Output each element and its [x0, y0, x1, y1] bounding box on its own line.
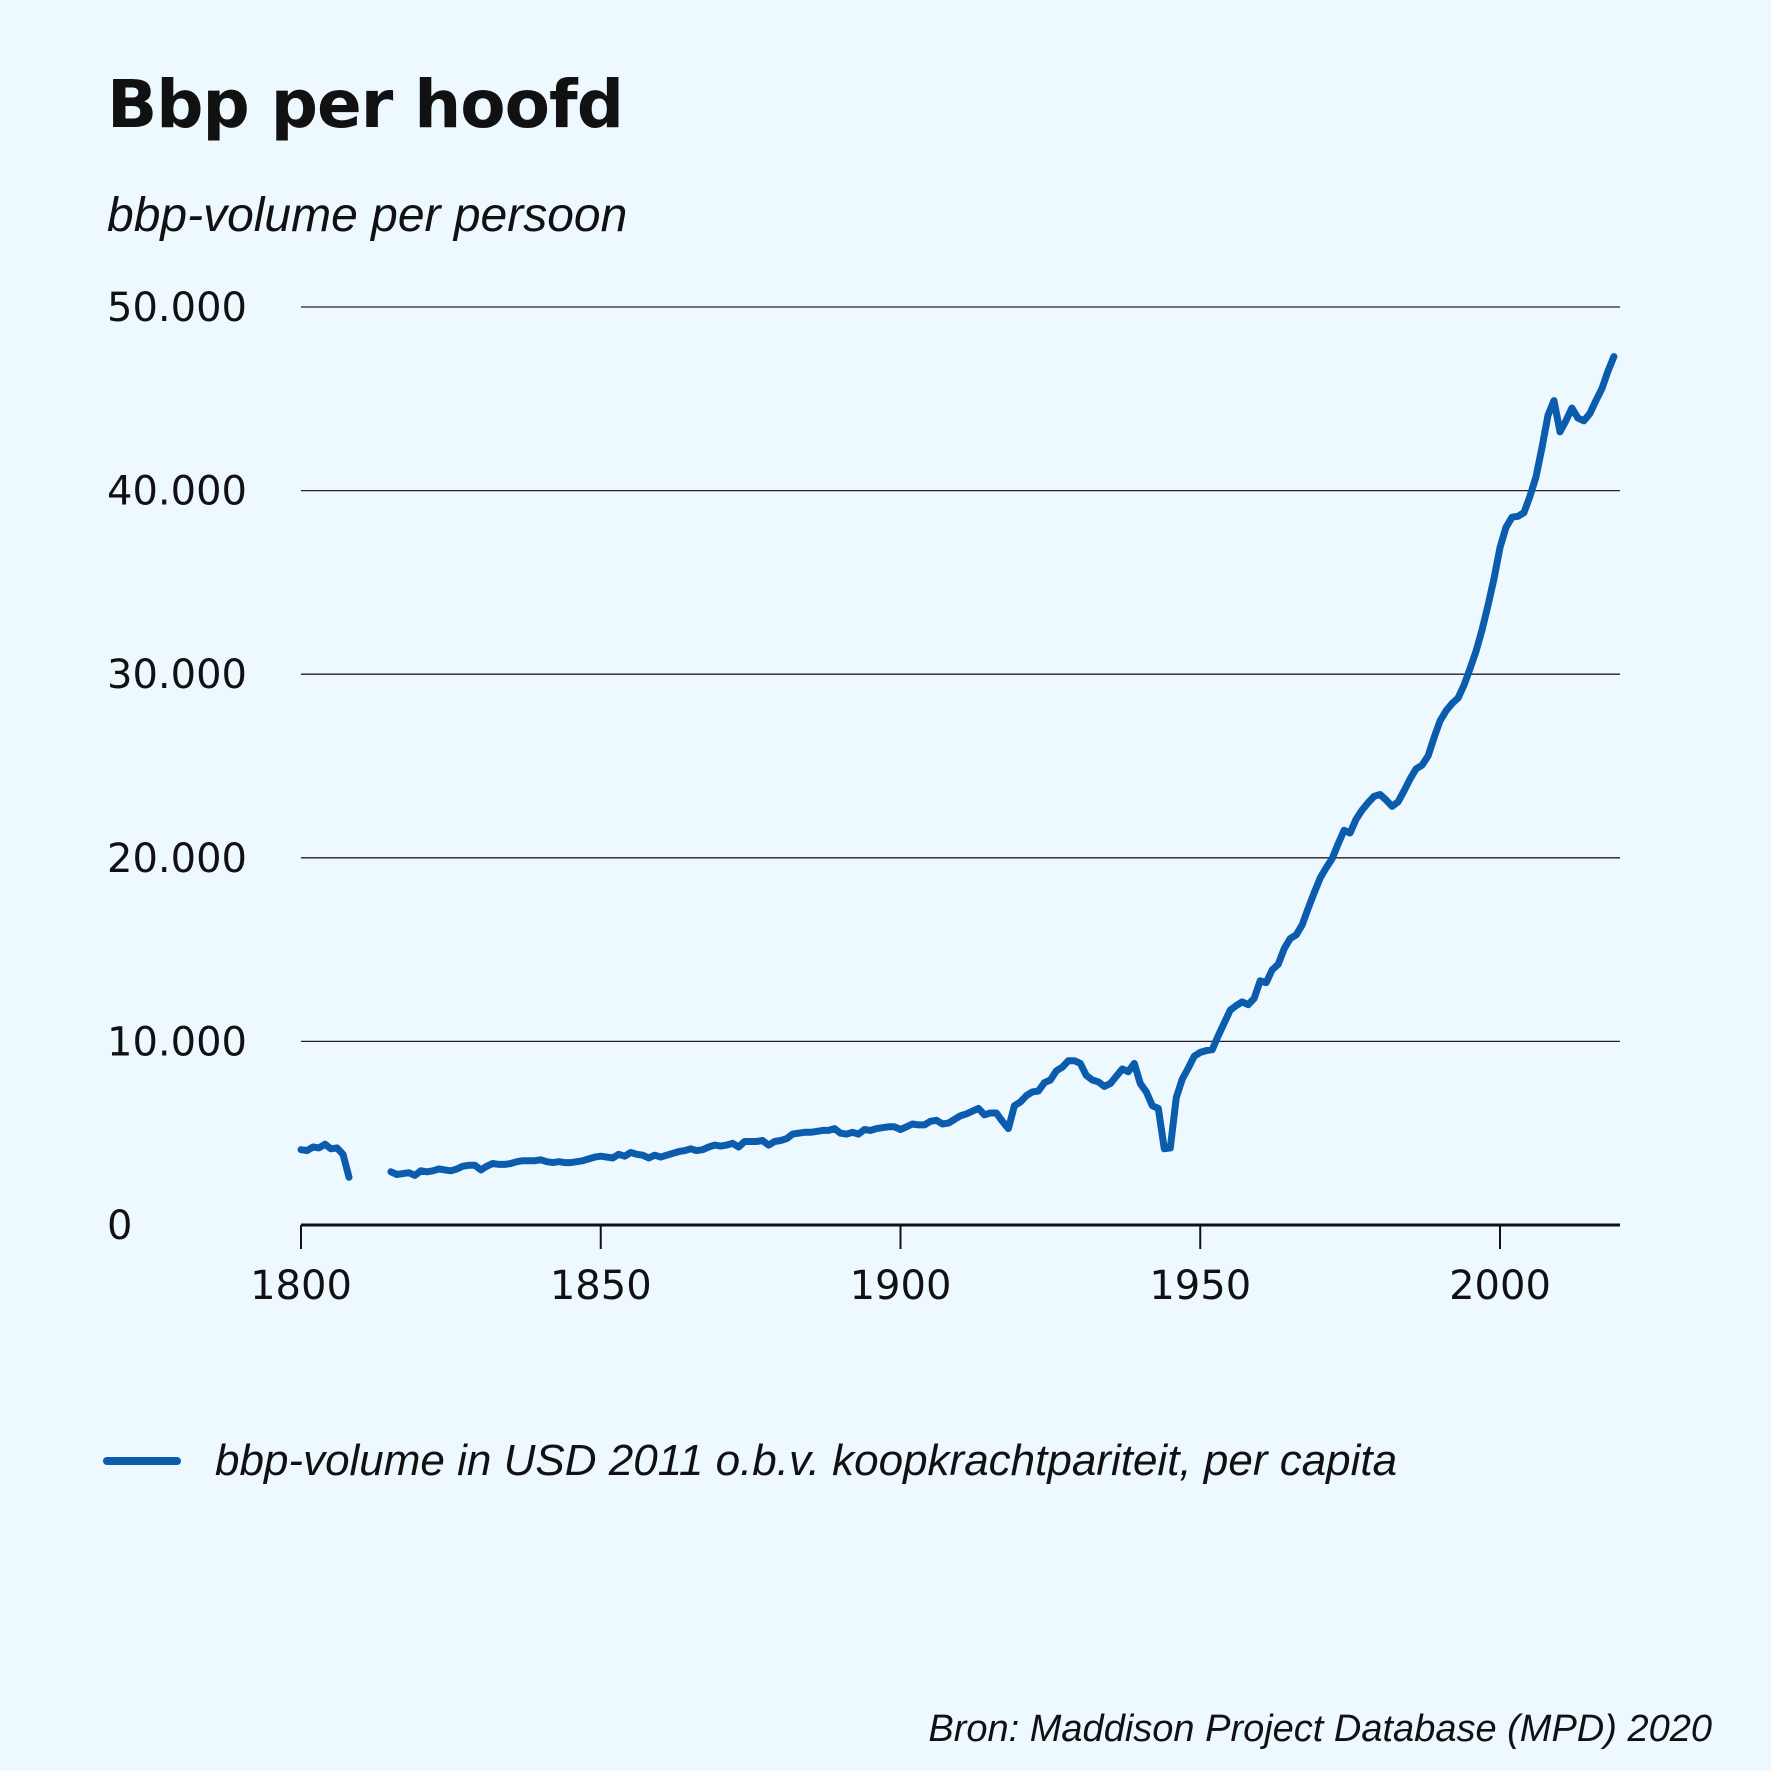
legend-label: bbp-volume in USD 2011 o.b.v. koopkracht… [215, 1436, 1398, 1485]
y-tick-label: 0 [107, 1203, 132, 1249]
source-note: Bron: Maddison Project Database (MPD) 20… [928, 1708, 1712, 1750]
y-axis-ticks: 0 10.000 20.000 30.000 40.000 50.000 [107, 285, 247, 1249]
y-tick-label: 10.000 [107, 1019, 247, 1065]
y-tick-label: 30.000 [107, 652, 247, 698]
x-axis: 1800 1850 1900 1950 2000 [250, 1223, 1620, 1309]
series-line [297, 1140, 353, 1181]
gridlines [301, 306, 1620, 1043]
series-lines [297, 353, 1618, 1181]
y-tick-label: 20.000 [107, 836, 247, 882]
x-tick-label: 1950 [1149, 1263, 1251, 1309]
chart-title: Bbp per hoofd [107, 66, 624, 143]
y-tick-label: 40.000 [107, 469, 247, 515]
x-tick-label: 1850 [550, 1263, 652, 1309]
x-tick-label: 2000 [1449, 1263, 1551, 1309]
legend-swatch [103, 1457, 181, 1465]
x-tick-label: 1800 [250, 1263, 352, 1309]
series-line [387, 353, 1618, 1179]
chart-subtitle: bbp-volume per persoon [107, 189, 628, 242]
legend: bbp-volume in USD 2011 o.b.v. koopkracht… [103, 1436, 1397, 1486]
y-tick-label: 50.000 [107, 285, 247, 331]
x-tick-label: 1900 [850, 1263, 952, 1309]
